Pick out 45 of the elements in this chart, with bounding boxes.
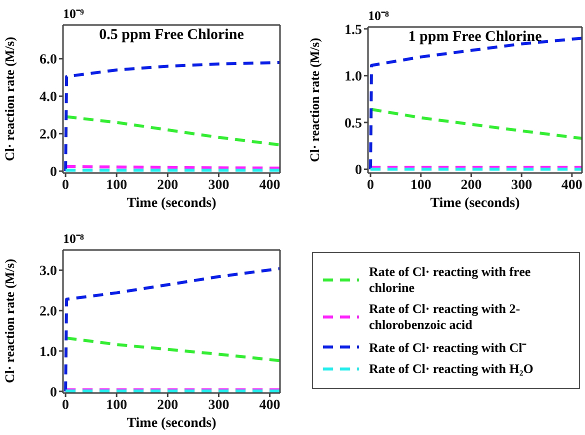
x-tick-label: 100 <box>106 178 128 193</box>
x-tick-label: 200 <box>157 178 178 193</box>
y-axis-title: Cl· reaction rate (M/s) <box>2 36 18 161</box>
x-tick-label: 300 <box>208 178 230 193</box>
chart-title: 0.5 ppm Free Chlorine <box>98 27 245 44</box>
y-tick-label: 0 <box>50 165 57 180</box>
y-tick-label: 1.0 <box>40 344 57 360</box>
x-tick-label: 0 <box>62 178 70 193</box>
x-tick-label: 400 <box>561 178 582 193</box>
legend-label: Rate of Cl· reacting with free chlorine <box>369 264 532 296</box>
y-tick-label: 2.0 <box>40 304 57 320</box>
x-tick-label: 200 <box>460 178 482 193</box>
x-tick-label: 0 <box>62 398 70 413</box>
y-tick-label: 0 <box>355 163 362 178</box>
line-series <box>65 336 280 362</box>
x-tick-label: 400 <box>259 398 280 413</box>
y-axis-title: Cl· reaction rate (M/s) <box>2 258 18 384</box>
x-tick-label: 200 <box>157 398 178 413</box>
x-tick-label: 400 <box>259 178 280 193</box>
y-tick-label: 0 <box>50 385 57 400</box>
text: 10⁻⁸ <box>63 230 84 247</box>
y-axis-title: Cl· reaction rate (M/s) <box>307 37 323 162</box>
x-tick-label: 0 <box>367 178 374 193</box>
line-series <box>370 108 582 140</box>
y-tick-label: 2.0 <box>40 128 57 143</box>
x-tick-label: 100 <box>106 398 128 413</box>
text: 10⁻⁹ <box>63 5 84 22</box>
y-tick-label: 0.5 <box>344 116 362 132</box>
legend-label: Rate of Cl· reacting with 2-chlorobenzoic acid <box>369 301 522 333</box>
x-tick-label: 300 <box>511 178 532 193</box>
legend-label: Rate of Cl· reacting with Cl⁻ <box>369 339 526 356</box>
y-tick-label: 4.0 <box>40 90 57 106</box>
x-axis-title: Time (seconds) <box>126 196 218 212</box>
x-axis-title: Time (seconds) <box>429 196 521 212</box>
text: 10⁻⁸ <box>368 7 389 24</box>
y-tick-label: 6.0 <box>40 52 57 68</box>
x-tick-label: 300 <box>208 398 230 413</box>
y-tick-label: 3.0 <box>40 264 57 280</box>
y-tick-label: 1.0 <box>344 70 362 85</box>
x-axis-title: Time (seconds) <box>126 416 218 432</box>
chart-title: 1 ppm Free Chlorine <box>407 29 543 46</box>
x-tick-label: 100 <box>410 178 432 193</box>
line-series <box>65 115 280 146</box>
legend-label: Rate of Cl· reacting with H₂O <box>369 361 534 377</box>
y-tick-label: 1.5 <box>344 22 362 38</box>
